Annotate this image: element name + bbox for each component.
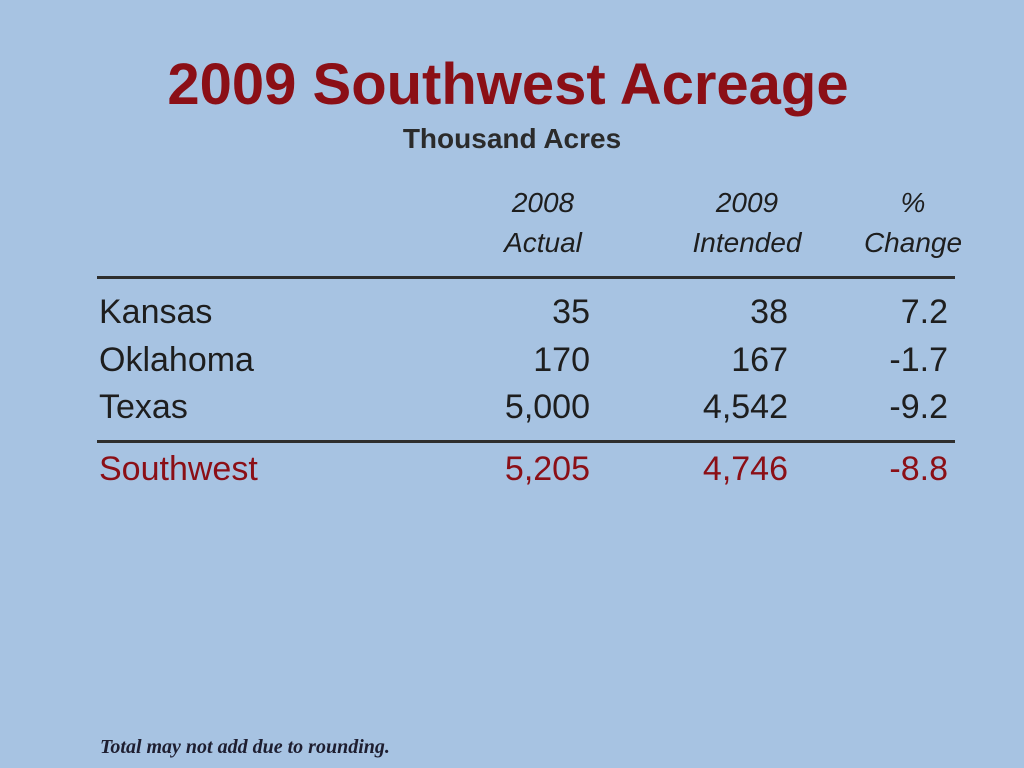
column-header: Intended [692,227,802,258]
cell-value: -9.2 [889,388,948,426]
row-label: Southwest [99,450,258,488]
title: 2009 Southwest Acreage [167,52,849,117]
column-header: Actual [504,227,582,258]
cell-value: 167 [731,340,788,379]
footnote: Total may not add due to rounding. [100,736,390,758]
total-rule [97,440,955,443]
cell-value: 5,000 [504,388,590,426]
row-label: Texas [99,388,188,426]
column-header: % [900,187,926,218]
subtitle: Thousand Acres [402,123,622,154]
cell-value: 7.2 [900,293,948,331]
cell-value: 38 [750,293,788,331]
cell-value: 5,205 [504,450,590,488]
column-header: 2008 [511,187,575,218]
row-label: Oklahoma [99,340,254,379]
cell-value: 35 [552,293,590,331]
cell-value: 4,542 [702,388,788,426]
cell-value: 170 [533,340,590,379]
cell-value: -8.8 [889,450,948,488]
row-label: Kansas [99,293,213,331]
column-header: Change [863,227,963,258]
column-header: 2009 [715,187,779,218]
cell-value: -1.7 [889,340,948,379]
cell-value: 4,746 [702,450,788,488]
header-rule [97,276,955,279]
